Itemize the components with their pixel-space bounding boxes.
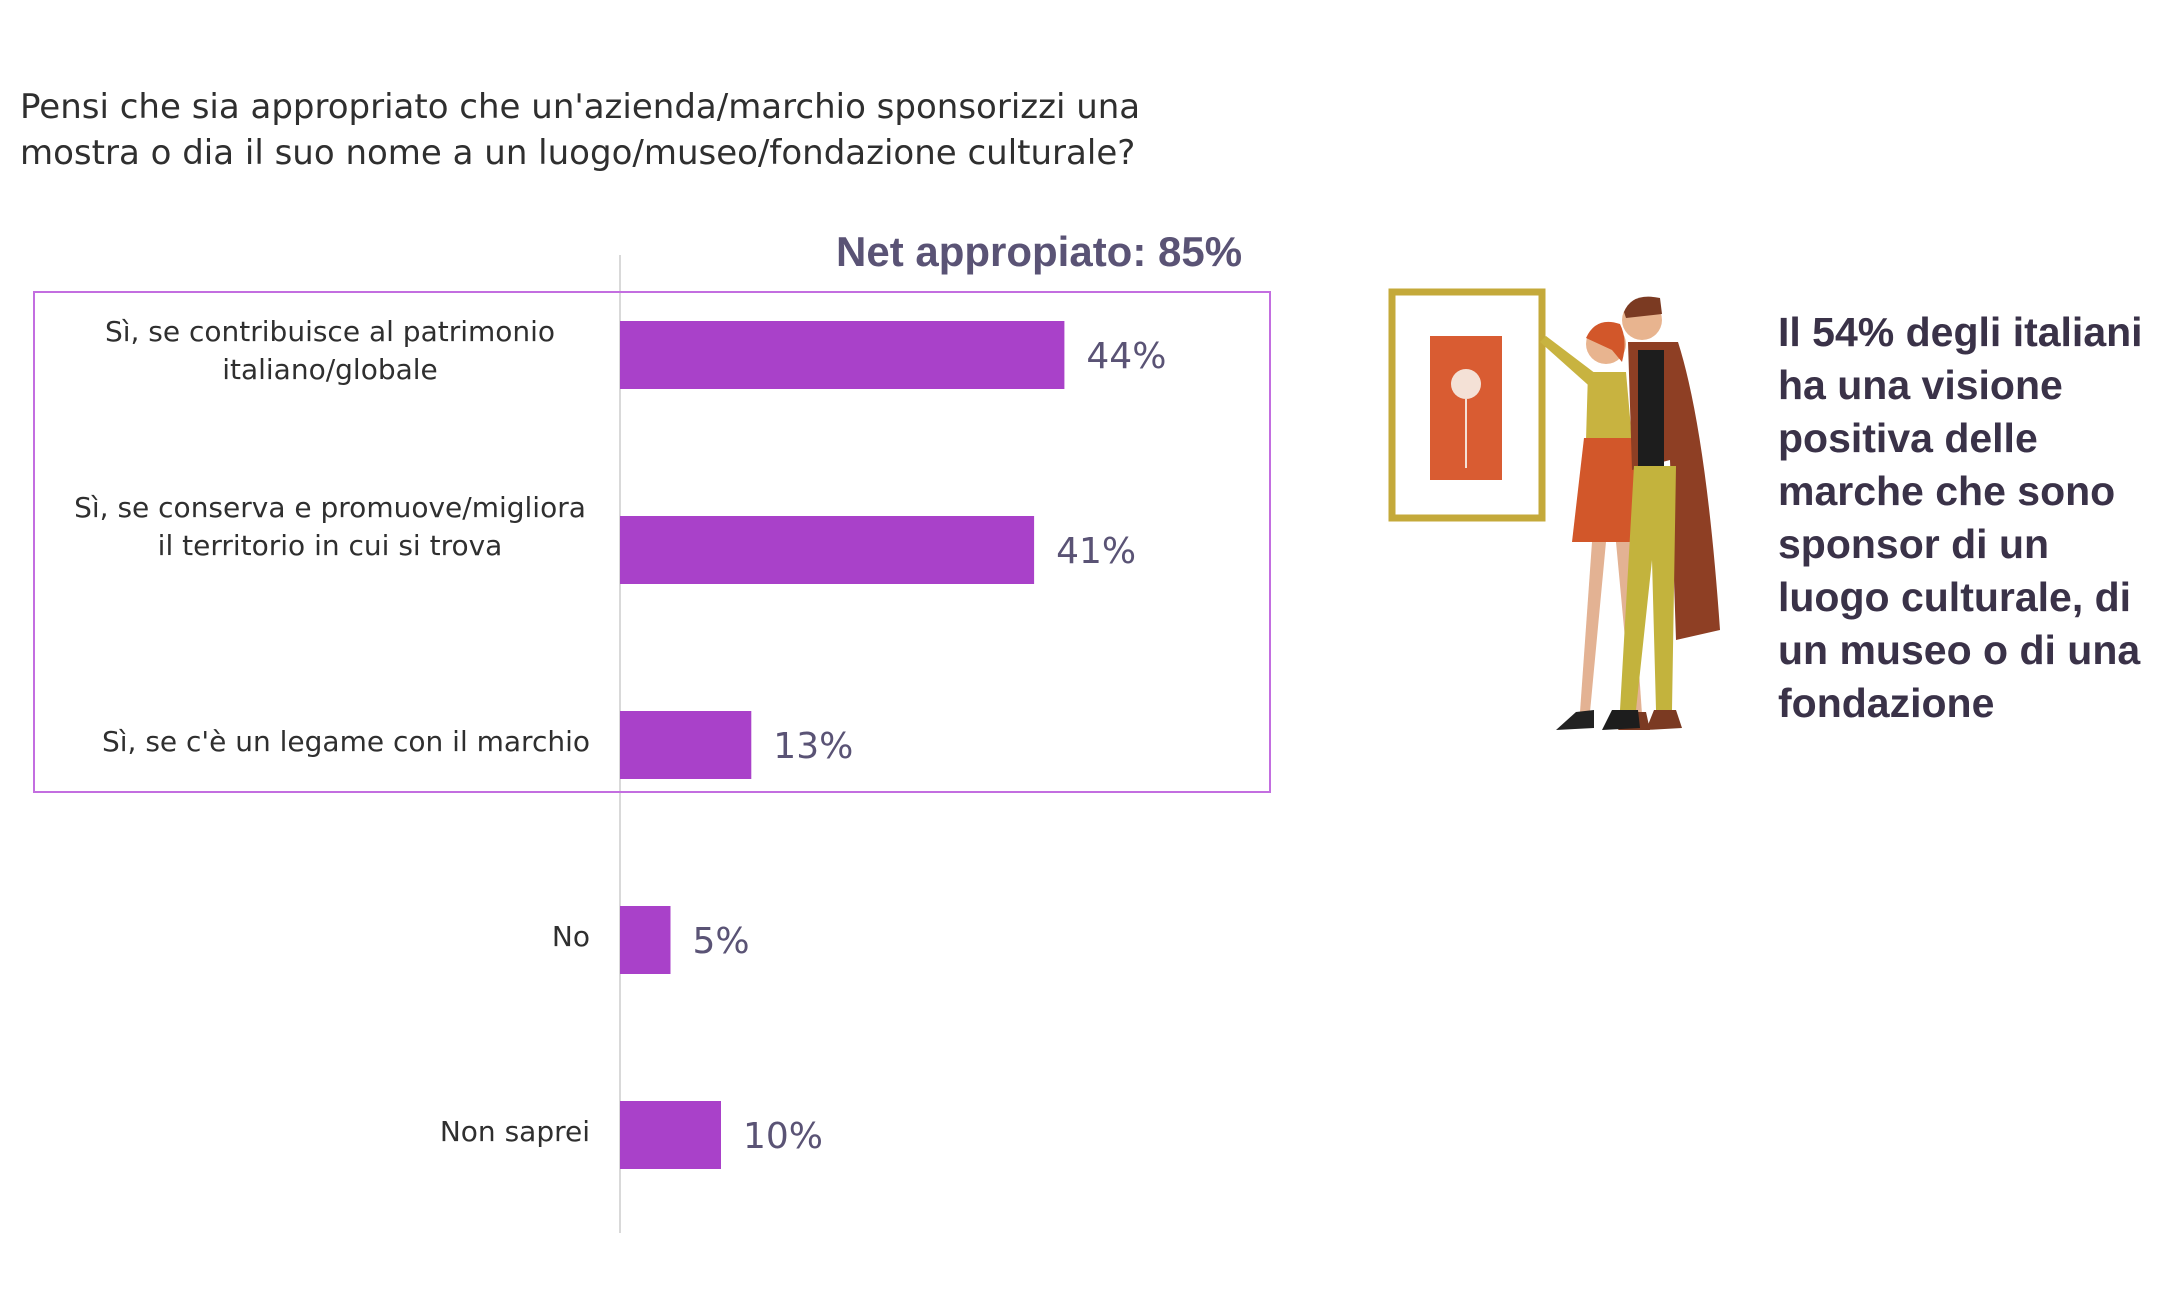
man-trousers [1620, 466, 1676, 710]
bar-value-label: 44% [1086, 336, 1166, 377]
bar [620, 321, 1065, 389]
question-text: Pensi che sia appropriato che un'azienda… [20, 87, 1141, 173]
bar-value-label: 13% [773, 726, 853, 767]
bar-value-label: 10% [743, 1116, 823, 1157]
category-label: No [551, 920, 590, 953]
bar-value-label: 41% [1056, 531, 1136, 572]
category-label: Non saprei [439, 1115, 590, 1148]
category-label: Sì, se c'è un legame con il marchio [101, 725, 590, 758]
bar [620, 711, 752, 779]
museum-visitors-illustration [1388, 288, 1720, 730]
bar [620, 1101, 721, 1169]
category-label: Sì, se contribuisce al patrimonio italia… [104, 315, 556, 386]
man-shirt [1638, 350, 1664, 468]
bar [620, 906, 671, 974]
category-label: Sì, se conserva e promuove/migliora il t… [74, 491, 586, 562]
net-appropriate-label: Net appropiato: 85% [836, 228, 1243, 275]
bar [620, 516, 1035, 584]
woman-top [1586, 372, 1632, 440]
net-highlight-box [33, 291, 1271, 793]
insight-text: Il 54% degli italiani ha una visione pos… [1778, 309, 2143, 726]
bar-value-label: 5% [693, 921, 750, 962]
woman-skirt [1572, 438, 1646, 542]
bar-chart: 44% 41% 13% 5% 10% [33, 255, 1271, 1233]
